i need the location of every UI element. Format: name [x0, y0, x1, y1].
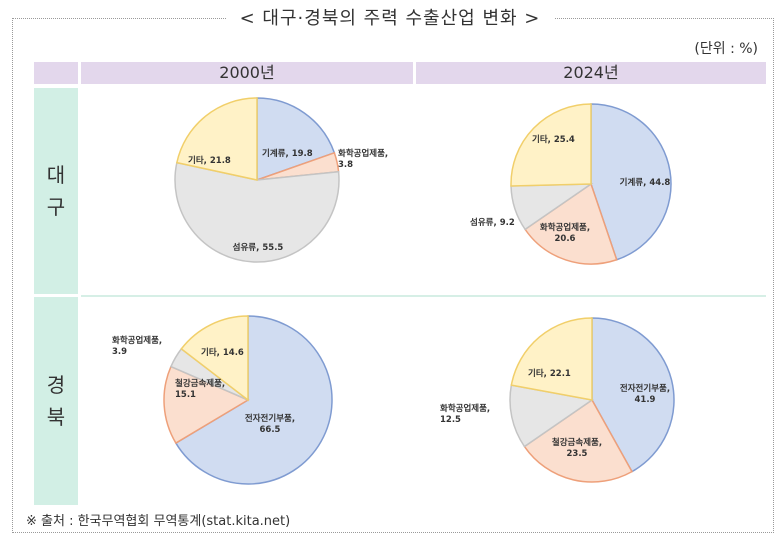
pie-slice-4	[510, 317, 593, 401]
pie-slice-2	[163, 365, 250, 445]
slice-value-1: 44.8	[649, 178, 670, 188]
pie-daegu-2024: 기계류, 44.8 화학공업제품, 20.6 섬유류, 9.2 기타, 25.4	[470, 103, 672, 265]
slice-name-3: 화학공업제품,	[112, 335, 162, 346]
slice-name-3: 섬유류,	[470, 217, 497, 228]
slice-value-1: 41.9	[635, 395, 656, 405]
pie-slice-1	[591, 317, 675, 473]
slice-value-3: 9.2	[500, 218, 515, 228]
pie-gyeongbuk-2024: 전자전기부품, 41.9 철강금속제품, 23.5 화학공업제품, 12.5 기타, 22.1	[440, 317, 675, 483]
slice-name-3: 화학공업제품,	[440, 403, 490, 414]
row-label-daegu-char2: 구	[46, 195, 66, 219]
slice-value-4: 25.4	[554, 135, 575, 145]
header-blank-cell	[34, 62, 78, 84]
slice-value-3: 55.5	[262, 243, 283, 253]
row-label-daegu: 대 구	[34, 88, 78, 294]
pie-slice-4	[180, 315, 249, 402]
pie-slice-1	[174, 315, 333, 485]
pie-slice-4	[175, 97, 258, 181]
slice-name-4: 기타,	[528, 368, 547, 379]
slice-label-2: 화학공업제품, 3.8	[338, 148, 388, 170]
slice-name-2: 철강금속제품,	[175, 378, 225, 389]
pie-slice-4	[510, 103, 592, 187]
unit-label: (단위 : %)	[694, 41, 758, 57]
slice-name-2: 철강금속제품,	[552, 437, 602, 448]
source-note: ※ 출처 : 한국무역협회 무역통계(stat.kita.net)	[26, 514, 291, 529]
slice-label-3: 화학공업제품, 12.5	[440, 403, 490, 425]
row-label-gyeongbuk: 경 북	[34, 297, 78, 505]
pie-slice-2	[523, 398, 633, 483]
row-label-daegu-char1: 대	[46, 163, 66, 187]
slice-value-3: 12.5	[440, 415, 461, 425]
slice-label-3: 섬유류, 55.5	[233, 242, 284, 253]
slice-label-3: 섬유류, 9.2	[470, 217, 515, 228]
slice-value-4: 21.8	[210, 156, 231, 166]
slice-value-3: 3.9	[112, 347, 127, 357]
slice-label-4: 기타, 21.8	[188, 155, 231, 166]
slice-name-4: 기타,	[201, 347, 220, 358]
slice-value-2: 3.8	[338, 160, 353, 170]
slice-name-1: 전자전기부품,	[245, 413, 295, 424]
slice-name-1: 기계류,	[262, 148, 289, 159]
slice-label-1: 기계류, 44.8	[620, 177, 671, 188]
slice-name-2: 화학공업제품,	[540, 222, 590, 233]
slice-name-1: 전자전기부품,	[620, 383, 670, 394]
pie-slice-1	[590, 103, 672, 261]
slice-label-1: 기계류, 19.8	[262, 148, 313, 159]
pie-slice-3	[174, 161, 340, 263]
slice-label-1: 전자전기부품, 41.9	[620, 383, 670, 405]
slice-label-2: 철강금속제품, 15.1	[175, 378, 225, 400]
slice-label-1: 전자전기부품, 66.5	[245, 413, 295, 435]
slice-label-4: 기타, 22.1	[528, 368, 571, 379]
pie-daegu-2000: 기계류, 19.8 화학공업제품, 3.8 섬유류, 55.5 기타, 21.8	[174, 97, 388, 263]
row-divider	[81, 295, 766, 297]
slice-value-4: 22.1	[550, 369, 571, 379]
pie-gyeongbuk-2000: 전자전기부품, 66.5 철강금속제품, 15.1 화학공업제품, 3.9 기타, 14.6	[112, 315, 333, 485]
slice-name-4: 기타,	[188, 155, 207, 166]
header-2024: 2024년	[416, 62, 766, 84]
slice-label-2: 화학공업제품, 20.6	[540, 222, 590, 244]
slice-name-2: 화학공업제품,	[338, 148, 388, 159]
slice-value-4: 14.6	[223, 348, 244, 358]
slice-label-4: 기타, 25.4	[532, 134, 575, 145]
row-label-gyeongbuk-char1: 경	[46, 373, 66, 397]
slice-name-1: 기계류,	[620, 177, 647, 188]
chart-title: < 대구·경북의 주력 수출산업 변화 >	[225, 4, 555, 30]
slice-label-2: 철강금속제품, 23.5	[552, 437, 602, 459]
slice-name-3: 섬유류,	[233, 242, 260, 253]
slice-name-4: 기타,	[532, 134, 551, 145]
pie-slice-3	[509, 384, 594, 448]
slice-label-4: 기타, 14.6	[201, 347, 244, 358]
pie-slice-2	[524, 182, 618, 265]
slice-value-1: 66.5	[260, 425, 281, 435]
slice-value-2: 23.5	[567, 449, 588, 459]
row-label-gyeongbuk-char2: 북	[46, 405, 66, 429]
title-wrap: < 대구·경북의 주력 수출산업 변화 >	[0, 4, 780, 30]
slice-value-1: 19.8	[292, 149, 313, 159]
slice-value-2: 20.6	[555, 234, 576, 244]
header-2000: 2000년	[81, 62, 413, 84]
slice-value-2: 15.1	[175, 390, 196, 400]
slice-label-3: 화학공업제품, 3.9	[112, 335, 162, 357]
